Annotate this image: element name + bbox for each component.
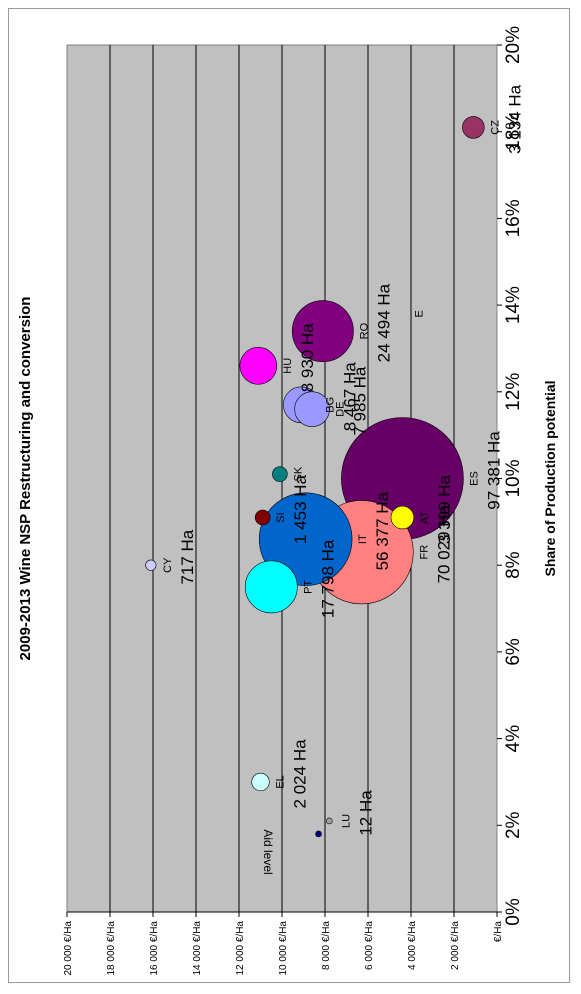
country-code-label: ES — [468, 471, 480, 486]
country-code-label: EL — [274, 775, 286, 788]
x-tick-label: 20% — [503, 26, 524, 64]
y-tick-label: 20 000 €/Ha — [63, 921, 74, 976]
area-label: 17 798 Ha — [318, 539, 337, 618]
gridlines — [109, 45, 455, 912]
x-tick-label: 0% — [503, 898, 524, 926]
y-tick-label: 12 000 €/Ha — [235, 921, 246, 976]
x-tick-label: 8% — [503, 551, 524, 579]
area-label: 24 494 Ha — [374, 283, 393, 362]
area-label: 12 Ha — [356, 790, 375, 836]
bubble-labels: ES 97 381 Ha FR 70 029 Ha IT 56 377 Ha RO 24 49… — [162, 84, 524, 835]
area-label: 3 399 Ha — [435, 474, 454, 544]
y-tick-label: 2 000 €/Ha — [450, 921, 461, 970]
x-tick-label: 12% — [503, 373, 524, 411]
y-tick-label: 18 000 €/Ha — [106, 921, 117, 976]
area-label: 97 381 Ha — [484, 431, 503, 510]
country-code-label: FR — [418, 545, 430, 560]
bubble-point — [315, 830, 322, 838]
bubble-hu — [239, 347, 278, 385]
area-label: 7 985 Ha — [351, 366, 370, 436]
bubble-cy — [145, 559, 157, 571]
x-tick-label: 16% — [503, 199, 524, 237]
area-label: 56 377 Ha — [373, 491, 392, 570]
y-tick-label: 16 000 €/Ha — [149, 921, 160, 976]
area-label: 8 467 Ha — [340, 362, 359, 432]
country-code-label: CY — [162, 557, 174, 573]
x-tick-label: 18% — [503, 113, 524, 151]
bubble-at — [390, 505, 415, 530]
x-tick-label: 4% — [503, 725, 524, 753]
country-code-label: AT — [419, 511, 431, 525]
y-tick-label: 4 000 €/Ha — [407, 921, 418, 970]
chart-title: 2009-2013 Wine NSP Restructuring and con… — [17, 297, 34, 661]
y-tick-label: 10 000 €/Ha — [278, 921, 289, 976]
bubble-de — [294, 391, 330, 427]
x-tick-label: 6% — [503, 638, 524, 666]
country-code-label: PT — [302, 580, 314, 594]
country-code-label: LU — [340, 814, 352, 828]
bubble-pt — [244, 560, 298, 614]
country-code-label: BG — [324, 397, 336, 413]
x-axis-ticks: 0% 2% 4% 6% 8% 10% 12% 14% 16% 18% 20% — [497, 26, 524, 926]
chart-frame: €/Ha 2 000 €/Ha 4 000 €/Ha 6 000 €/Ha 8 000 … — [8, 8, 570, 983]
bubble-cz — [462, 116, 485, 139]
bubble-lu — [325, 817, 333, 825]
y-tick-label: 8 000 €/Ha — [321, 921, 332, 970]
y-tick-label: 6 000 €/Ha — [364, 921, 375, 970]
area-label: 717 Ha — [178, 529, 197, 584]
y-tick-label: 14 000 €/Ha — [192, 921, 203, 976]
bubble-chart: €/Ha 2 000 €/Ha 4 000 €/Ha 6 000 €/Ha 8 000 … — [17, 26, 558, 976]
y-tick-label: €/Ha — [493, 921, 504, 943]
country-code-label: RO — [358, 322, 370, 339]
bubble-el — [251, 772, 270, 792]
x-tick-label: 10% — [503, 459, 524, 497]
bubble-si — [254, 509, 271, 526]
country-code-label: E — [413, 310, 425, 317]
bubble-it — [258, 492, 353, 586]
country-code-label: DE — [335, 401, 347, 416]
area-label: 2 024 Ha — [290, 739, 309, 809]
x-tick-label: 14% — [503, 286, 524, 324]
x-tick-label: 2% — [503, 811, 524, 839]
bubble-ro — [291, 300, 354, 363]
area-label: 1 453 Ha — [291, 474, 310, 544]
y-axis-ticks: €/Ha 2 000 €/Ha 4 000 €/Ha 6 000 €/Ha 8 000 … — [63, 911, 504, 976]
bubble-sk — [272, 466, 288, 482]
country-code-label: IT — [357, 534, 369, 544]
country-code-label: SK — [292, 466, 304, 481]
area-label: 8 930 Ha — [298, 323, 317, 393]
x-axis-label: Share of Production potential — [542, 380, 558, 576]
country-code-label: CZ — [489, 120, 501, 135]
area-label: 3 134 Ha — [505, 84, 524, 154]
y-axis-label: Aid level — [261, 829, 275, 874]
bubbles — [145, 116, 485, 838]
area-label: 70 029 Ha — [434, 504, 453, 583]
country-code-label: SI — [275, 512, 287, 522]
country-code-label: HU — [282, 358, 294, 374]
